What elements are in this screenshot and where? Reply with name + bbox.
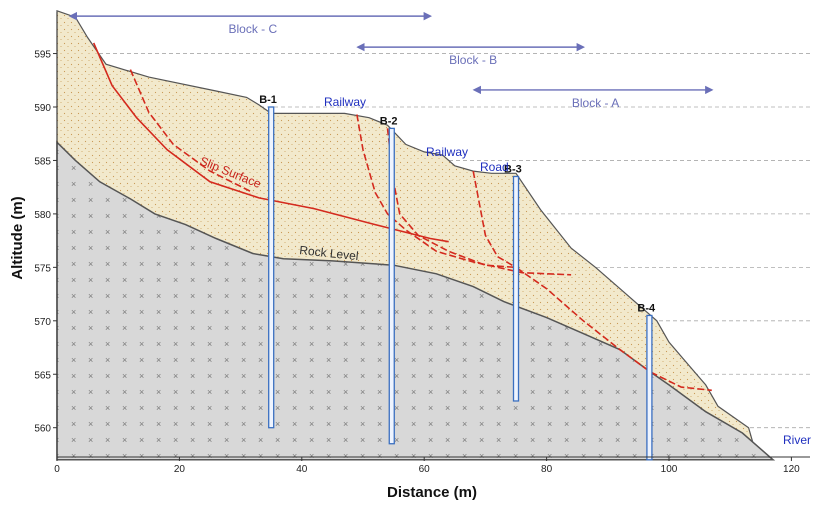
slip-surfaces (92, 42, 712, 392)
y-tick-label: 590 (34, 103, 51, 114)
slip-surface-line (356, 114, 572, 276)
x-tick-label: 40 (296, 464, 308, 475)
block-label: Block - B (449, 53, 497, 67)
x-tick-label: 20 (174, 464, 186, 475)
boreholes: B-1 B-2 B-3 B-4 (259, 94, 656, 461)
block-arrows: Block - C Block - B Block - A (68, 11, 714, 110)
y-tick-label: 580 (34, 210, 51, 221)
slip-surface-line (92, 42, 449, 243)
river-label: River (783, 433, 811, 447)
borehole-label: B-1 (259, 94, 277, 106)
x-tick-label: 120 (783, 464, 800, 475)
borehole-b-2 (388, 127, 395, 445)
x-tick-label: 100 (661, 464, 678, 475)
y-tick-label: 575 (34, 263, 51, 274)
y-ticks: 560 565 570 575 580 585 590 595 (34, 50, 57, 435)
borehole-b-3 (512, 175, 520, 402)
y-tick-label: 570 (34, 317, 51, 328)
railway-label-1: Railway (324, 95, 366, 109)
railway-label-2: Railway (426, 145, 468, 159)
borehole-b-1 (268, 106, 275, 429)
borehole-label: B-2 (380, 115, 398, 127)
y-axis-title: Altitude (m) (9, 196, 26, 279)
x-axis-title: Distance (m) (387, 484, 477, 501)
rock-layer (56, 140, 775, 461)
block-label: Block - C (228, 22, 277, 36)
slip-surface-line (472, 170, 517, 269)
block-label: Block - A (572, 96, 619, 110)
y-tick-label: 585 (34, 156, 51, 167)
x-tick-label: 60 (419, 464, 431, 475)
slip-surface-line (386, 128, 712, 392)
x-ticks: 0 20 40 60 80 100 120 (54, 457, 800, 475)
rock-level-label: Rock Level (299, 243, 360, 263)
y-tick-label: 560 (34, 424, 51, 435)
x-tick-label: 80 (541, 464, 553, 475)
road-label: Road (480, 160, 509, 174)
y-tick-label: 565 (34, 370, 51, 381)
borehole-label: B-3 (504, 163, 522, 175)
slip-surface-line (129, 69, 254, 194)
x-tick-label: 0 (54, 464, 60, 475)
borehole-label: B-4 (637, 302, 656, 314)
y-tick-label: 595 (34, 50, 51, 61)
borehole-b-4 (646, 314, 653, 461)
